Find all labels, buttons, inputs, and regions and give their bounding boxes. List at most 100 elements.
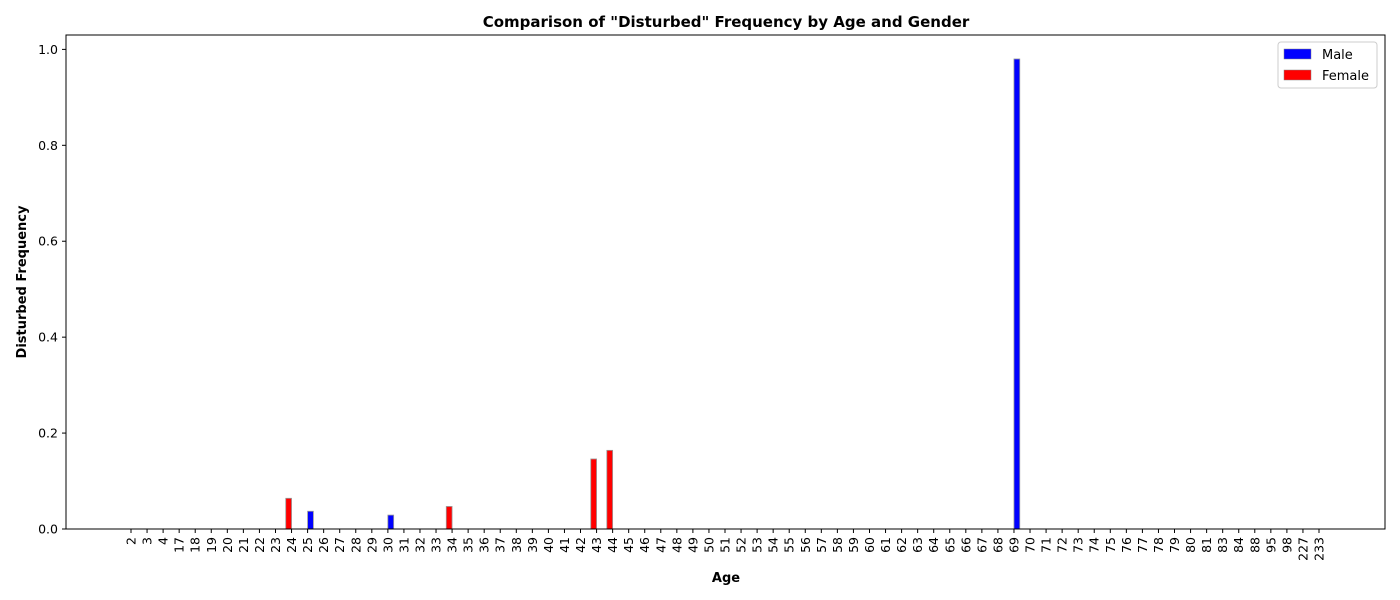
x-tick-label: 74: [1087, 537, 1102, 553]
x-tick-label: 33: [429, 537, 444, 553]
x-tick-label: 39: [525, 537, 540, 553]
x-tick-label: 60: [862, 537, 877, 553]
x-tick-label: 61: [878, 537, 893, 553]
x-tick-label: 73: [1071, 537, 1086, 553]
x-tick-label: 32: [412, 537, 427, 553]
x-tick-label: 24: [284, 537, 299, 553]
x-tick-label: 51: [718, 537, 733, 553]
x-tick-label: 42: [573, 537, 588, 553]
legend-label-male: Male: [1322, 48, 1353, 63]
x-tick-label: 3: [140, 537, 155, 545]
bar-male-69: [1013, 58, 1021, 530]
y-axis-label: Disturbed Frequency: [15, 205, 30, 358]
y-tick-label: 0.2: [38, 426, 58, 441]
x-tick-label: 47: [653, 537, 668, 553]
x-tick-label: 23: [268, 537, 283, 553]
x-tick-label: 56: [798, 537, 813, 553]
x-tick-label: 64: [926, 537, 941, 553]
x-tick-label: 58: [830, 537, 845, 553]
x-tick-label: 78: [1151, 537, 1166, 553]
x-tick-label: 233: [1312, 537, 1327, 561]
x-tick-label: 18: [188, 537, 203, 553]
x-tick-label: 227: [1295, 537, 1310, 561]
x-tick-label: 67: [974, 537, 989, 553]
x-tick-label: 84: [1231, 537, 1246, 553]
legend: Male Female: [1277, 41, 1378, 89]
x-axis-label: Age: [712, 571, 740, 586]
y-axis-ticks: 0.0 0.2 0.4 0.6 0.8 1.0: [38, 42, 66, 537]
x-tick-label: 70: [1023, 537, 1038, 553]
x-tick-label: 31: [396, 537, 411, 553]
x-tick-label: 52: [734, 537, 749, 553]
x-tick-label: 54: [766, 537, 781, 553]
bar-female-24: [285, 497, 292, 530]
x-tick-label: 21: [236, 537, 251, 553]
legend-swatch-male: [1283, 48, 1312, 60]
bar-female-43: [590, 458, 597, 530]
x-tick-label: 30: [380, 537, 395, 553]
x-tick-label: 80: [1183, 537, 1198, 553]
x-tick-label: 76: [1119, 537, 1134, 553]
x-tick-label: 63: [910, 537, 925, 553]
y-tick-label: 1.0: [38, 42, 58, 57]
x-tick-label: 98: [1279, 537, 1294, 553]
x-tick-label: 53: [750, 537, 765, 553]
x-tick-label: 26: [316, 537, 331, 553]
x-tick-label: 66: [958, 537, 973, 553]
x-tick-label: 49: [685, 537, 700, 553]
plot-frame: [65, 34, 1386, 530]
x-tick-label: 57: [814, 537, 829, 553]
x-tick-label: 34: [445, 537, 460, 553]
x-axis-ticks: 2 3 4 17 18 19 20 21 22 23 24 25 26 27 28 29 30 31 32 33 34 3…: [124, 529, 1327, 561]
x-tick-label: 19: [204, 537, 219, 553]
x-tick-label: 20: [220, 537, 235, 553]
x-tick-label: 68: [990, 537, 1005, 553]
legend-label-female: Female: [1322, 69, 1369, 84]
x-tick-label: 41: [557, 537, 572, 553]
x-tick-label: 38: [509, 537, 524, 553]
x-tick-label: 2: [124, 537, 139, 545]
bar-female-34: [445, 506, 453, 530]
x-tick-label: 28: [348, 537, 363, 553]
x-tick-label: 55: [782, 537, 797, 553]
bar-male-30: [387, 514, 395, 530]
bars-group: [285, 58, 1021, 530]
legend-swatch-female: [1283, 69, 1312, 81]
x-tick-label: 37: [493, 537, 508, 553]
x-tick-label: 62: [894, 537, 909, 553]
y-tick-label: 0.4: [38, 330, 58, 345]
x-tick-label: 22: [252, 537, 267, 553]
x-tick-label: 46: [637, 537, 652, 553]
bar-male-25: [307, 510, 314, 530]
x-tick-label: 50: [701, 537, 716, 553]
x-tick-label: 79: [1167, 537, 1182, 553]
chart-title: Comparison of "Disturbed" Frequency by A…: [483, 13, 970, 31]
y-tick-label: 0.6: [38, 234, 58, 249]
x-tick-label: 95: [1263, 537, 1278, 553]
x-tick-label: 88: [1247, 537, 1262, 553]
x-tick-label: 45: [621, 537, 636, 553]
x-tick-label: 35: [461, 537, 476, 553]
x-tick-label: 36: [477, 537, 492, 553]
x-tick-label: 43: [589, 537, 604, 553]
x-tick-label: 65: [942, 537, 957, 553]
x-tick-label: 4: [156, 537, 171, 545]
x-tick-label: 44: [605, 537, 620, 553]
x-tick-label: 25: [300, 537, 315, 553]
y-tick-label: 0.8: [38, 138, 58, 153]
x-tick-label: 72: [1055, 537, 1070, 553]
y-tick-label: 0.0: [38, 522, 58, 537]
x-tick-label: 59: [846, 537, 861, 553]
x-tick-label: 77: [1135, 537, 1150, 553]
x-tick-label: 29: [364, 537, 379, 553]
x-tick-label: 71: [1039, 537, 1054, 553]
x-tick-label: 75: [1103, 537, 1118, 553]
x-tick-label: 40: [541, 537, 556, 553]
bar-female-44: [606, 449, 614, 530]
x-tick-label: 27: [332, 537, 347, 553]
x-tick-label: 48: [669, 537, 684, 553]
x-tick-label: 81: [1199, 537, 1214, 553]
x-tick-label: 69: [1006, 537, 1021, 553]
